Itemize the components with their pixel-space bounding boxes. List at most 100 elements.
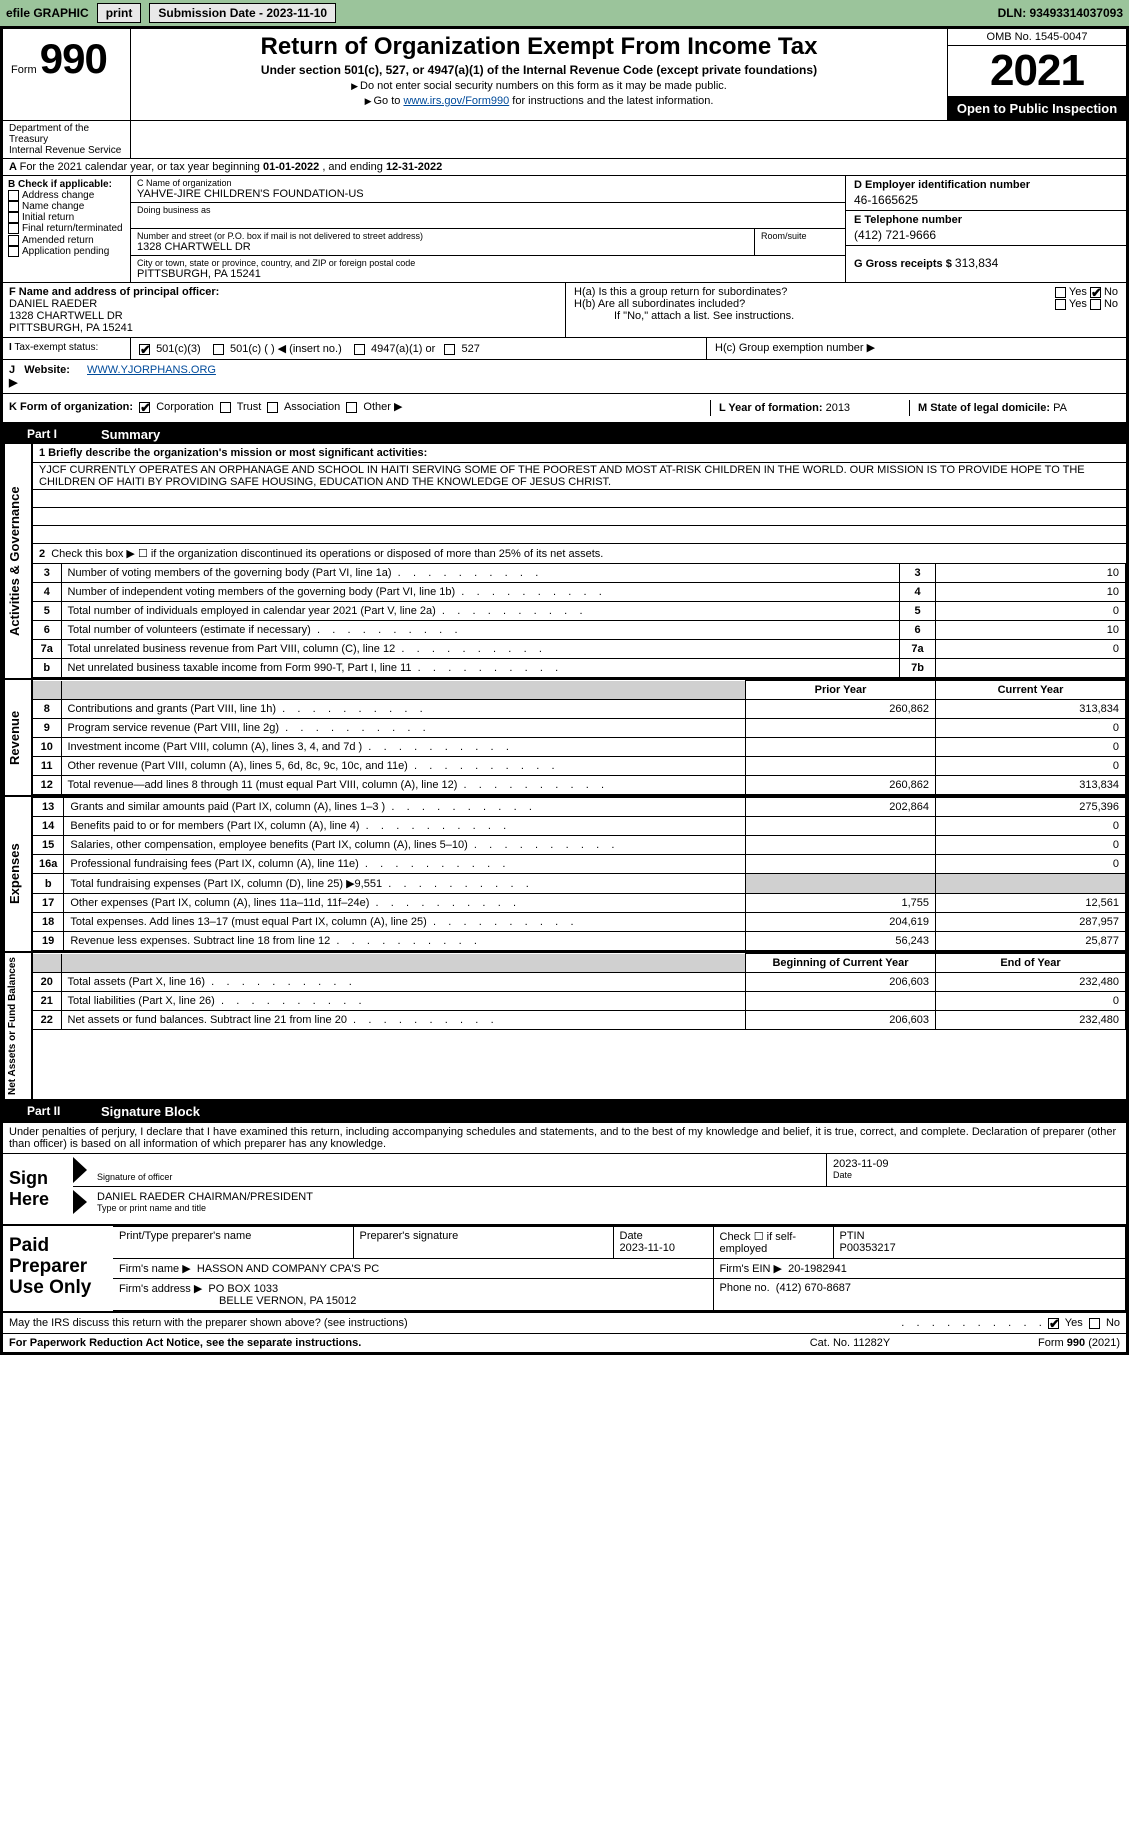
form-number: 990 bbox=[40, 35, 107, 82]
preparer-table: Print/Type preparer's name Preparer's si… bbox=[113, 1226, 1126, 1311]
box-hc: H(c) Group exemption number ▶ bbox=[706, 338, 1126, 359]
table-expenses: 13 Grants and similar amounts paid (Part… bbox=[33, 797, 1126, 951]
footer-form: Form 990 (2021) bbox=[940, 1337, 1120, 1349]
line-2: 2 Check this box ▶ ☐ if the organization… bbox=[33, 544, 1126, 563]
chk-501c[interactable]: 501(c) ( ) ◀ (insert no.) bbox=[213, 343, 342, 355]
chk-initial-return[interactable]: Initial return bbox=[8, 212, 125, 223]
chk-name-change[interactable]: Name change bbox=[8, 201, 125, 212]
table-row: 7a Total unrelated business revenue from… bbox=[33, 640, 1126, 659]
form-title-block: Return of Organization Exempt From Incom… bbox=[131, 29, 948, 120]
table-row: 10 Investment income (Part VIII, column … bbox=[33, 738, 1126, 757]
chk-other[interactable]: Other ▶ bbox=[346, 401, 402, 413]
firm-addr2: BELLE VERNON, PA 15012 bbox=[119, 1295, 707, 1307]
submission-date-button[interactable]: Submission Date - 2023-11-10 bbox=[149, 3, 336, 23]
chk-trust[interactable]: Trust bbox=[220, 401, 262, 413]
box-f: F Name and address of principal officer:… bbox=[3, 283, 566, 337]
print-button[interactable]: print bbox=[97, 3, 142, 23]
mission-text: YJCF CURRENTLY OPERATES AN ORPHANAGE AND… bbox=[33, 463, 1126, 490]
telephone: (412) 721-9666 bbox=[854, 226, 1118, 242]
vert-label-net-assets: Net Assets or Fund Balances bbox=[3, 953, 20, 1099]
signature-date: 2023-11-09 bbox=[833, 1158, 1120, 1170]
section-activities-governance: Activities & Governance 1 Briefly descri… bbox=[3, 444, 1126, 678]
row-j: J Website: ▶ WWW.YJORPHANS.ORG bbox=[3, 359, 1126, 393]
firm-name: HASSON AND COMPANY CPA'S PC bbox=[197, 1263, 379, 1275]
table-row: 20 Total assets (Part X, line 16) 206,60… bbox=[33, 973, 1126, 992]
table-row: 16a Professional fundraising fees (Part … bbox=[33, 855, 1126, 874]
preparer-date: 2023-11-10 bbox=[620, 1242, 707, 1254]
chk-4947[interactable]: 4947(a)(1) or bbox=[354, 343, 435, 355]
website-link[interactable]: WWW.YJORPHANS.ORG bbox=[87, 364, 216, 376]
arrow-icon bbox=[73, 1190, 87, 1214]
officer-name: DANIEL RAEDER bbox=[9, 298, 559, 310]
box-b: B Check if applicable: Address change Na… bbox=[3, 176, 131, 282]
table-row: 17 Other expenses (Part IX, column (A), … bbox=[33, 894, 1126, 913]
form-footer: For Paperwork Reduction Act Notice, see … bbox=[3, 1334, 1126, 1352]
box-l: L Year of formation: 2013 bbox=[710, 400, 910, 416]
chk-final-return[interactable]: Final return/terminated bbox=[8, 223, 125, 234]
hdr-prior-year: Prior Year bbox=[746, 681, 936, 700]
label-i: I Tax-exempt status: bbox=[3, 338, 131, 359]
dept-treasury: Department of the Treasury Internal Reve… bbox=[3, 121, 131, 158]
table-row: 22 Net assets or fund balances. Subtract… bbox=[33, 1011, 1126, 1030]
chk-527[interactable]: 527 bbox=[444, 343, 479, 355]
tax-year-end: 12-31-2022 bbox=[386, 161, 442, 173]
form-subtitle-1: Under section 501(c), 527, or 4947(a)(1)… bbox=[137, 63, 941, 77]
sign-here-label: Sign Here bbox=[3, 1154, 73, 1224]
table-row: 5 Total number of individuals employed i… bbox=[33, 602, 1126, 621]
table-row: 4 Number of independent voting members o… bbox=[33, 583, 1126, 602]
ha-yes[interactable]: Yes bbox=[1055, 286, 1087, 298]
form-frame: Form 990 Return of Organization Exempt F… bbox=[0, 26, 1129, 1355]
chk-association[interactable]: Association bbox=[267, 401, 340, 413]
table-row: 9 Program service revenue (Part VIII, li… bbox=[33, 719, 1126, 738]
firm-phone: (412) 670-8687 bbox=[776, 1282, 851, 1294]
form-word: Form bbox=[11, 64, 37, 76]
chk-self-employed[interactable]: Check ☐ if self-employed bbox=[713, 1227, 833, 1259]
table-row: 13 Grants and similar amounts paid (Part… bbox=[33, 798, 1126, 817]
table-row: 6 Total number of volunteers (estimate i… bbox=[33, 621, 1126, 640]
row-fh: F Name and address of principal officer:… bbox=[3, 282, 1126, 337]
tax-status-options: 501(c)(3) 501(c) ( ) ◀ (insert no.) 4947… bbox=[131, 338, 706, 359]
table-row: 14 Benefits paid to or for members (Part… bbox=[33, 817, 1126, 836]
arrow-icon bbox=[73, 1157, 87, 1183]
part-2-header: Part II Signature Block bbox=[3, 1099, 1126, 1121]
may-irs-yes[interactable]: Yes bbox=[1048, 1317, 1083, 1329]
vert-label-ag: Activities & Governance bbox=[3, 444, 24, 678]
ha-no[interactable]: No bbox=[1090, 286, 1118, 298]
hdr-current-year: Current Year bbox=[936, 681, 1126, 700]
chk-address-change[interactable]: Address change bbox=[8, 190, 125, 201]
footer-catno: Cat. No. 11282Y bbox=[760, 1337, 940, 1349]
table-row: b Net unrelated business taxable income … bbox=[33, 659, 1126, 678]
table-row: 11 Other revenue (Part VIII, column (A),… bbox=[33, 757, 1126, 776]
form-subtitle-2: Do not enter social security numbers on … bbox=[137, 80, 941, 92]
hdr-beginning-year: Beginning of Current Year bbox=[746, 954, 936, 973]
vert-label-expenses: Expenses bbox=[3, 797, 24, 951]
firm-ein: 20-1982941 bbox=[788, 1263, 847, 1275]
row-i: I Tax-exempt status: 501(c)(3) 501(c) ( … bbox=[3, 337, 1126, 359]
efile-topbar: efile GRAPHIC print Submission Date - 20… bbox=[0, 0, 1129, 26]
officer-addr2: PITTSBURGH, PA 15241 bbox=[9, 322, 559, 334]
table-row: b Total fundraising expenses (Part IX, c… bbox=[33, 874, 1126, 894]
dln-label: DLN: 93493314037093 bbox=[998, 6, 1123, 20]
table-row: 18 Total expenses. Add lines 13–17 (must… bbox=[33, 913, 1126, 932]
row-klm: K Form of organization: Corporation Trus… bbox=[3, 393, 1126, 422]
officer-addr1: 1328 CHARTWELL DR bbox=[9, 310, 559, 322]
may-irs-no[interactable]: No bbox=[1089, 1317, 1120, 1329]
dept-row: Department of the Treasury Internal Reve… bbox=[3, 120, 1126, 158]
footer-paperwork: For Paperwork Reduction Act Notice, see … bbox=[9, 1337, 760, 1349]
tax-year: 2021 bbox=[948, 46, 1126, 97]
paid-preparer-block: Paid Preparer Use Only Print/Type prepar… bbox=[3, 1224, 1126, 1313]
vert-label-revenue: Revenue bbox=[3, 680, 24, 795]
table-net-assets: Beginning of Current Year End of Year 20… bbox=[33, 953, 1126, 1030]
irs-link[interactable]: www.irs.gov/Form990 bbox=[403, 95, 509, 107]
header-right: OMB No. 1545-0047 2021 Open to Public In… bbox=[948, 29, 1126, 120]
form-title: Return of Organization Exempt From Incom… bbox=[137, 33, 941, 61]
box-c: C Name of organization YAHVE-JIRE CHILDR… bbox=[131, 176, 846, 282]
table-ag: 3 Number of voting members of the govern… bbox=[33, 563, 1126, 678]
table-revenue: Prior Year Current Year 8 Contributions … bbox=[33, 680, 1126, 795]
box-de: D Employer identification number 46-1665… bbox=[846, 176, 1126, 282]
chk-amended-return[interactable]: Amended return bbox=[8, 235, 125, 246]
chk-corporation[interactable]: Corporation bbox=[139, 401, 214, 413]
chk-501c3[interactable]: 501(c)(3) bbox=[139, 343, 201, 355]
hb-yes[interactable]: Yes bbox=[1055, 298, 1087, 310]
chk-application-pending[interactable]: Application pending bbox=[8, 246, 125, 257]
